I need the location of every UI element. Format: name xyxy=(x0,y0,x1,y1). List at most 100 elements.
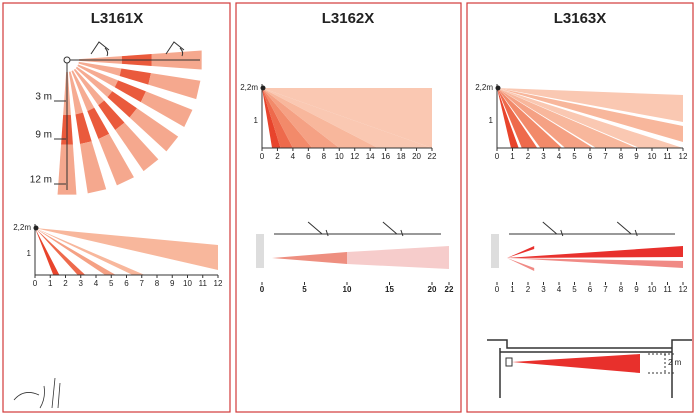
beam xyxy=(77,64,119,88)
beam xyxy=(148,73,201,100)
x-tick-label: 5 xyxy=(572,152,577,161)
sensor xyxy=(63,56,71,64)
beam xyxy=(497,88,538,148)
beam xyxy=(507,258,683,268)
beam xyxy=(262,88,432,148)
sketch xyxy=(13,377,61,409)
x-tick-label: 2 xyxy=(63,279,68,288)
beam xyxy=(140,91,193,127)
mount-icon xyxy=(90,41,110,57)
beam xyxy=(119,68,151,85)
mirror-icon xyxy=(542,221,567,237)
x-tick-label: 4 xyxy=(94,279,99,288)
mount-icon xyxy=(165,41,185,57)
x-tick-label: 10 xyxy=(343,285,352,294)
beam xyxy=(507,246,535,258)
sensor-body xyxy=(505,357,513,367)
x-tick-label: 6 xyxy=(124,279,129,288)
beam xyxy=(35,228,145,275)
beam xyxy=(114,80,146,103)
beam xyxy=(262,88,378,148)
mirror-icon xyxy=(616,221,642,237)
dimension xyxy=(648,353,676,374)
x-tick-label: 6 xyxy=(588,285,593,294)
panel-frame xyxy=(466,2,694,413)
x-tick-label: 7 xyxy=(140,279,145,288)
panel-frame xyxy=(2,2,231,413)
x-tick-label: 11 xyxy=(663,152,672,161)
beam xyxy=(507,246,683,258)
beam xyxy=(73,68,105,106)
beam xyxy=(98,100,125,130)
x-tick-label: 5 xyxy=(302,285,307,294)
beam xyxy=(78,61,122,76)
panel-title: L3161X xyxy=(91,10,144,27)
y-label: 1 xyxy=(489,116,494,125)
beam xyxy=(262,88,293,148)
x-tick-label: 12 xyxy=(350,152,359,161)
x-tick-label: 0 xyxy=(33,279,38,288)
x-tick-label: 9 xyxy=(634,285,639,294)
x-tick-label: 10 xyxy=(648,285,657,294)
x-tick-label: 8 xyxy=(619,285,624,294)
beam xyxy=(68,71,83,115)
x-tick-label: 6 xyxy=(588,152,593,161)
x-tick-label: 10 xyxy=(335,152,344,161)
range-label: 12 m xyxy=(30,175,52,186)
beam xyxy=(35,228,60,275)
panel-frame xyxy=(235,2,462,413)
x-tick-label: 11 xyxy=(199,279,208,288)
x-tick-label: 15 xyxy=(385,285,394,294)
x-tick-label: 12 xyxy=(679,152,688,161)
beam xyxy=(262,88,340,148)
beam xyxy=(497,88,637,148)
x-tick-label: 0 xyxy=(260,285,265,294)
x-tick-label: 1 xyxy=(510,152,515,161)
range-label: 3 m xyxy=(35,92,52,103)
x-tick-label: 10 xyxy=(648,152,657,161)
x-tick-label: 1 xyxy=(510,285,515,294)
height-label: 2,2m xyxy=(240,83,258,92)
x-tick-label: 20 xyxy=(412,152,421,161)
mirror-icon xyxy=(382,221,407,237)
beam xyxy=(507,258,535,271)
beam xyxy=(87,107,110,139)
x-tick-label: 7 xyxy=(603,285,608,294)
beam xyxy=(35,228,86,275)
beam xyxy=(75,66,113,98)
x-tick-label: 12 xyxy=(214,279,223,288)
y-label: 1 xyxy=(27,249,32,258)
x-tick-label: 3 xyxy=(541,285,546,294)
height-label: 2,2m xyxy=(13,223,31,232)
panel-title: L3162X xyxy=(322,10,375,27)
sensor xyxy=(33,225,39,231)
x-tick-label: 8 xyxy=(322,152,327,161)
x-tick-label: 8 xyxy=(619,152,624,161)
x-tick-label: 0 xyxy=(495,285,500,294)
x-tick-label: 6 xyxy=(306,152,311,161)
beam xyxy=(497,88,594,148)
beam xyxy=(497,88,683,148)
x-tick-label: 9 xyxy=(634,152,639,161)
beam xyxy=(71,70,95,112)
sensor xyxy=(260,85,266,91)
x-tick-label: 2 xyxy=(526,152,531,161)
x-tick-label: 16 xyxy=(381,152,390,161)
beam xyxy=(35,228,116,275)
beam xyxy=(129,108,179,152)
sensor-body xyxy=(491,234,499,268)
beam xyxy=(497,88,519,148)
beam xyxy=(75,112,92,144)
y-label: 1 xyxy=(254,116,259,125)
sensor xyxy=(495,85,501,91)
beam xyxy=(98,133,134,186)
x-tick-label: 22 xyxy=(428,152,437,161)
x-tick-label: 5 xyxy=(109,279,114,288)
x-tick-label: 20 xyxy=(428,285,437,294)
beam xyxy=(107,91,137,118)
x-tick-label: 4 xyxy=(291,152,296,161)
height-label: 2,2m xyxy=(475,83,493,92)
x-tick-label: 4 xyxy=(557,285,562,294)
x-tick-label: 3 xyxy=(79,279,84,288)
